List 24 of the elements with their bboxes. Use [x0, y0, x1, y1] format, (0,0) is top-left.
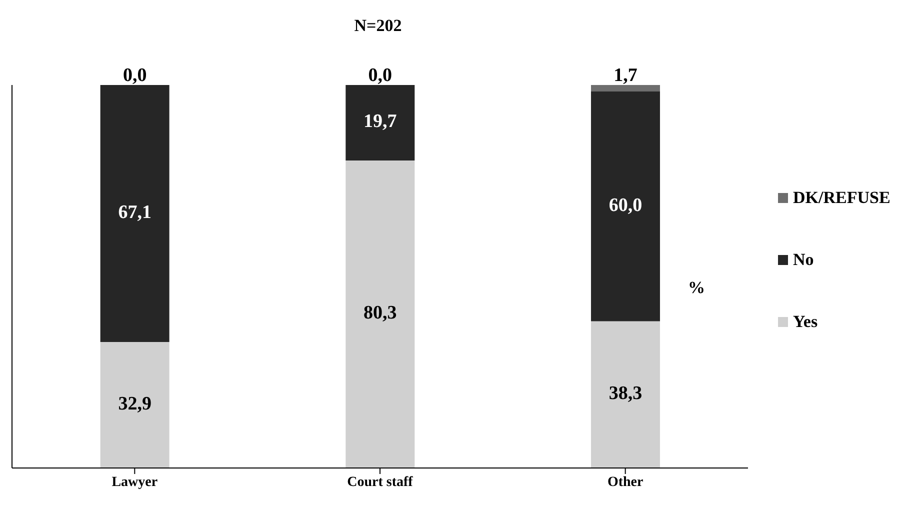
- bar: [590, 85, 660, 92]
- data-label: 0,0: [368, 65, 392, 86]
- bar: [590, 92, 660, 322]
- data-label: 1,7: [614, 65, 638, 86]
- data-label: 80,3: [364, 302, 397, 324]
- annotation: %: [688, 278, 705, 298]
- bar: [346, 85, 415, 160]
- bar: [346, 160, 415, 468]
- bar: [100, 85, 170, 342]
- data-label: 0,0: [122, 65, 147, 86]
- legend-label: DK/REFUSE: [792, 188, 890, 208]
- x-tick-label: Court staff: [347, 474, 414, 490]
- legend-label: No: [792, 250, 815, 270]
- data-label: 19,7: [364, 111, 398, 132]
- legend-label: Yes: [792, 312, 819, 332]
- data-label: 32,9: [118, 393, 152, 414]
- bar: [590, 321, 660, 468]
- x-tick-label: Other: [607, 474, 644, 490]
- bar: [100, 342, 170, 468]
- data-label: 38,3: [608, 383, 642, 404]
- chart-title: N=202: [353, 16, 403, 36]
- data-label: 60,0: [608, 194, 642, 216]
- x-tick-label: Lawyer: [112, 474, 158, 490]
- data-label: 67,1: [118, 202, 152, 223]
